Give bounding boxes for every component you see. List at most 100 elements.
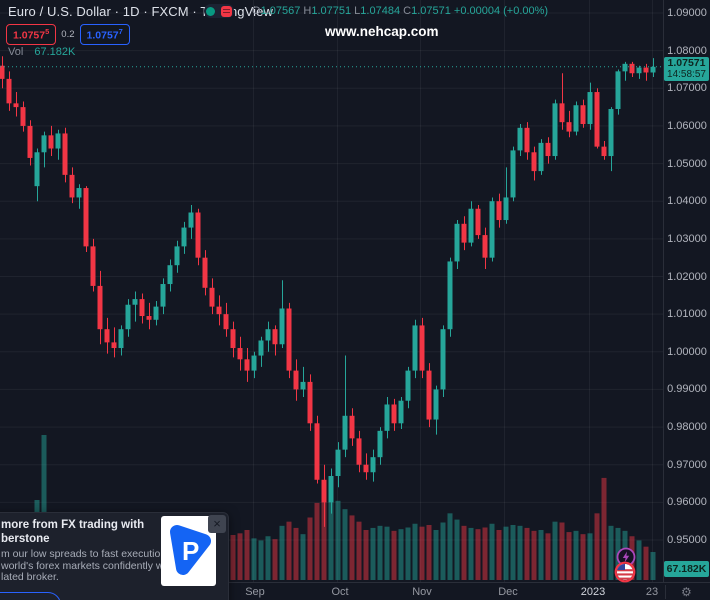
volume-bar — [489, 523, 495, 580]
candle-body — [272, 329, 278, 345]
symbol-marker-toggle[interactable] — [204, 4, 234, 18]
volume-bar — [363, 530, 369, 580]
ohlc-row: O1.07567 H1.07751 L1.07484 C1.07571 +0.0… — [252, 5, 548, 17]
price-tick-label: 1.02000 — [667, 270, 707, 283]
volume-bar — [230, 535, 236, 580]
axis-corner-separator — [665, 585, 666, 599]
price-axis[interactable]: 1.09000 1.08000 1.07000 1.06000 1.05000 1.040… — [663, 0, 710, 582]
candle-body — [587, 92, 593, 125]
candlestick-chart[interactable] — [0, 0, 663, 582]
candle-body — [188, 212, 194, 228]
svg-text:P: P — [182, 536, 199, 566]
candle-body — [139, 299, 145, 317]
volume-bar — [580, 534, 586, 580]
price-tick-label: 0.97000 — [667, 458, 707, 471]
buy-button[interactable]: 1.07577 — [79, 24, 130, 45]
volume-bar — [538, 530, 544, 580]
candle-body — [412, 325, 418, 371]
candle-body — [531, 152, 537, 172]
volume-bar — [419, 526, 425, 580]
candle-body — [370, 457, 376, 473]
candle-body — [524, 127, 530, 153]
volume-bar — [405, 527, 411, 580]
candle-body — [132, 299, 138, 305]
volume-indicator-row[interactable]: Vol 67.182K — [8, 46, 75, 58]
close-value: 1.07571 — [411, 5, 451, 17]
candle-body — [545, 142, 551, 157]
candle-body — [629, 63, 635, 74]
last-price-value: 1.07571 — [667, 57, 706, 69]
candle-body — [76, 188, 82, 198]
candle-body — [195, 212, 201, 258]
volume-bar — [258, 540, 264, 580]
time-tick-label: 23 — [645, 586, 659, 598]
us-flag-icon[interactable] — [614, 561, 636, 588]
candle-body — [622, 63, 628, 72]
volume-bar — [552, 521, 558, 580]
volume-bar — [559, 522, 565, 580]
volume-bar — [377, 525, 383, 580]
gear-icon[interactable]: ⚙ — [681, 585, 692, 599]
volume-bar — [503, 526, 509, 580]
volume-bar — [594, 513, 600, 580]
candle-body — [615, 71, 621, 109]
candle-body — [391, 404, 397, 424]
ad-cta-button[interactable]: d out more — [0, 592, 61, 600]
time-tick-label: 2023 — [580, 586, 606, 598]
high-label: H — [303, 5, 312, 17]
candle-body — [251, 355, 257, 371]
candle-body — [426, 370, 432, 420]
candle-body — [55, 133, 61, 149]
ad-popup: more from FX trading with berstone m our… — [0, 512, 229, 600]
candle-body — [237, 348, 243, 360]
price-tick-label: 0.96000 — [667, 496, 707, 509]
spread-value: 0.2 — [61, 28, 75, 40]
volume-bar — [328, 490, 334, 580]
volume-bar — [384, 526, 390, 580]
candle-body — [566, 122, 572, 132]
candle-body — [279, 308, 285, 345]
volume-bar — [391, 530, 397, 580]
sell-button[interactable]: 1.07575 — [6, 24, 57, 45]
candle-body — [363, 464, 369, 473]
candle-body — [419, 325, 425, 371]
open-value: 1.07567 — [260, 5, 301, 17]
volume-bar — [587, 533, 593, 580]
candle-body — [573, 105, 579, 132]
volume-bar — [517, 525, 523, 580]
volume-bar — [454, 519, 460, 580]
volume-bar — [545, 533, 551, 580]
candle-body — [314, 423, 320, 480]
close-label: C — [403, 5, 412, 17]
close-icon[interactable]: × — [208, 515, 226, 533]
price-tick-label: 1.06000 — [667, 119, 707, 132]
candle-body — [307, 381, 313, 424]
candle-body — [48, 135, 54, 149]
volume-bar — [272, 539, 278, 580]
watermark: www.nehcap.com — [325, 24, 439, 39]
candle-body — [398, 400, 404, 424]
candle-body — [643, 67, 649, 73]
volume-bar — [496, 530, 502, 580]
candle-body — [608, 108, 614, 157]
bid-ask-row: 1.07575 0.2 1.07577 — [6, 24, 130, 45]
volume-bar — [412, 523, 418, 580]
price-tick-label: 1.08000 — [667, 44, 707, 57]
candle-body — [104, 329, 110, 343]
volume-bar — [251, 538, 257, 580]
candle-body — [90, 246, 96, 286]
price-tick-label: 1.07000 — [667, 82, 707, 95]
open-label: O — [252, 5, 261, 17]
candle-body — [20, 107, 26, 126]
candle-body — [13, 103, 19, 108]
volume-bar — [433, 530, 439, 580]
volume-bar — [265, 536, 271, 580]
candle-body — [461, 223, 467, 243]
candle-body — [209, 287, 215, 307]
candle-body — [454, 223, 460, 262]
candle-body — [468, 208, 474, 243]
candle-body — [300, 381, 306, 390]
candle-body — [265, 329, 271, 341]
volume-bar — [608, 525, 614, 580]
candle-body — [475, 208, 481, 236]
